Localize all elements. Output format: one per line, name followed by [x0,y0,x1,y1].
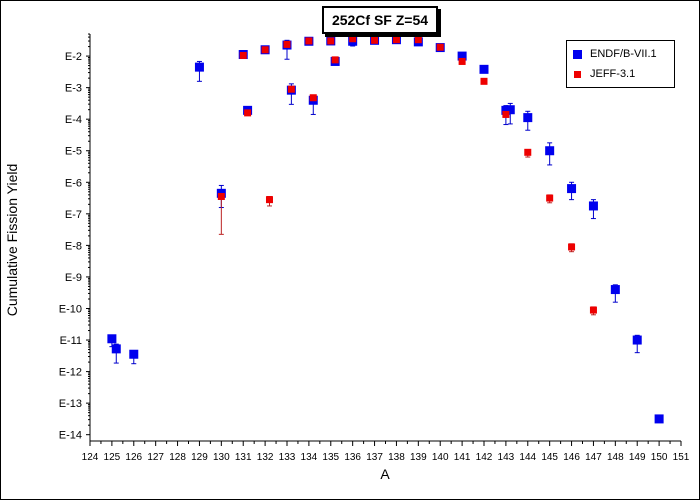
y-tick-label: E-10 [59,303,82,315]
x-tick-label: 132 [257,452,274,463]
x-tick-label: 137 [366,452,383,463]
x-tick-label: 147 [585,452,602,463]
markers [107,35,664,424]
x-tick-label: 131 [235,452,252,463]
error-bars [109,36,662,421]
jeff-point [568,243,576,251]
y-tick-label: E-3 [65,83,82,95]
endf-point [567,184,577,194]
y-tick-label: E-6 [65,177,82,189]
y-tick-label: E-14 [59,430,82,442]
jeff-point [265,196,273,204]
x-tick-label: 142 [476,452,493,463]
x-tick-label: 149 [629,452,646,463]
y-tick-label: E-4 [65,114,82,126]
jeff-point [436,43,444,51]
y-tick-label: E-9 [65,272,82,284]
legend-item-jeff: JEFF-3.1 [573,68,635,80]
jeff-point [331,56,339,64]
x-tick-labels: 124 125 126 127 128 129 130 131 132 133 134 135 136 1… [82,452,690,463]
jeff-point [502,110,510,118]
chart-title: 252Cf SF Z=54 [322,6,438,34]
jeff-point [414,36,422,44]
y-axis-label: Cumulative Fission Yield [2,164,22,317]
jeff-point [327,37,335,45]
legend-label-jeff: JEFF-3.1 [590,68,636,80]
jeff-point [371,36,379,44]
endf-point [457,51,467,61]
y-tick-label: E-2 [65,51,82,63]
x-tick-label: 151 [673,452,690,463]
x-tick-label: 125 [104,452,121,463]
x-axis-label: A [380,466,390,482]
y-axis-label-text: Cumulative Fission Yield [4,163,20,317]
y-tick-label: E-7 [65,209,82,221]
x-tick-label: 148 [607,452,624,463]
x-tick-label: 141 [454,452,471,463]
chart-title-text: 252Cf SF Z=54 [331,12,429,28]
x-tick-label: 133 [279,452,296,463]
x-tick-label: 136 [344,452,361,463]
x-tick-label: 145 [541,452,558,463]
jeff-point [287,85,295,93]
jeff-point [589,306,597,314]
jeff-point [524,148,532,156]
y-tick-label: E-11 [60,335,82,347]
x-tick-label: 144 [519,452,536,463]
endf-point [107,334,117,344]
jeff-point [244,109,252,117]
jeff-point [546,194,554,202]
endf-point [610,285,620,295]
endf-point [632,335,642,345]
endf-point [588,201,598,211]
endf-point [111,344,121,354]
jeff-point [261,46,269,54]
x-tick-label: 140 [432,452,449,463]
legend-label-endf: ENDF/B-VII.1 [590,48,657,60]
y-tick-label: E-12 [59,367,82,379]
legend-swatch-jeff [574,70,581,78]
x-tick-label: 134 [301,452,318,463]
endf-point [479,64,489,74]
legend: ENDF/B-VII.1 JEFF-3.1 [566,40,675,88]
x-tick-label: 124 [82,452,99,463]
x-tick-label: 128 [169,452,186,463]
x-tick-label: 143 [498,452,515,463]
y-tick-labels: E-2 E-3 E-4 E-5 E-6 E-7 E-8 E-9 E-10 E-11 E-12 E-13… [59,51,82,442]
jeff-point [458,57,466,65]
legend-swatch-endf [573,49,582,59]
x-tick-label: 130 [213,452,230,463]
x-tick-label: 138 [388,452,405,463]
jeff-point [480,77,488,85]
jeff-point [239,51,247,59]
x-tick-label: 150 [651,452,668,463]
x-tick-label: 126 [125,452,142,463]
endf-point [523,113,533,123]
endf-point [545,146,555,156]
y-tick-label: E-8 [65,240,82,252]
x-tick-label: 135 [322,452,339,463]
y-tick-label: E-13 [59,398,82,410]
endf-point [194,62,204,72]
jeff-point [309,94,317,102]
endf-point [654,414,664,424]
axes [86,33,682,446]
jeff-point [305,37,313,45]
x-tick-label: 146 [563,452,580,463]
x-tick-label: 139 [410,452,427,463]
legend-item-endf: ENDF/B-VII.1 [573,48,657,60]
jeff-point [217,192,225,200]
endf-point [129,349,139,359]
jeff-point [349,35,357,43]
endf-point [505,105,515,115]
jeff-point [392,36,400,44]
jeff-point [283,40,291,48]
x-tick-label: 127 [147,452,164,463]
x-tick-label: 129 [191,452,208,463]
y-tick-label: E-5 [65,146,82,158]
